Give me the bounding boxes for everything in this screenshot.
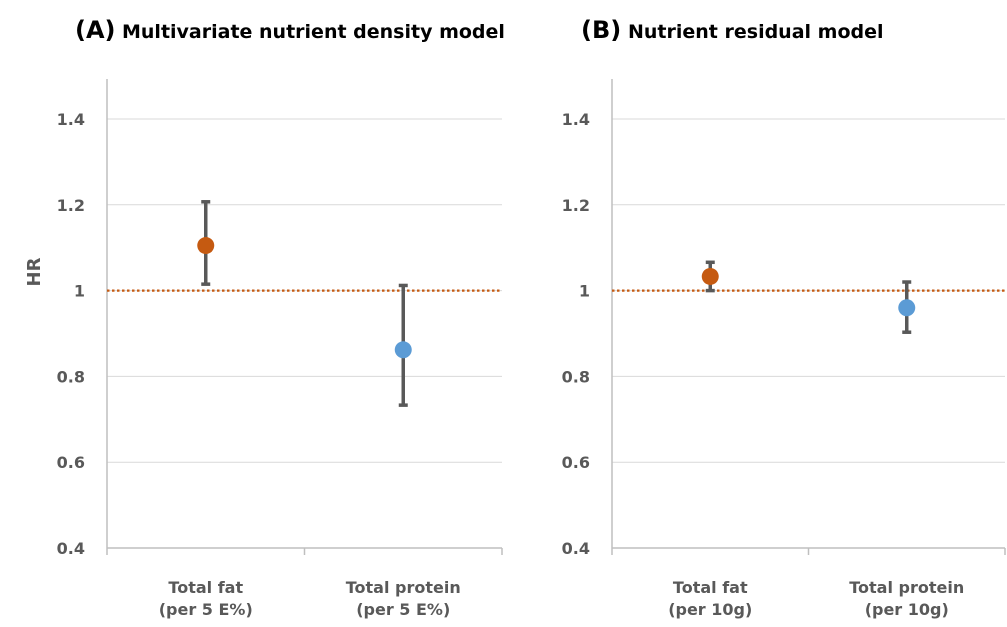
- panel-a-y-tick-label: 1.4: [57, 110, 85, 129]
- panel-a-category-label: (per 5 E%): [356, 600, 450, 619]
- panel-a-y-tick-label: 0.8: [57, 367, 85, 386]
- panel-a-y-tick-label: 1: [74, 282, 85, 301]
- panel-b-y-tick-label: 1: [579, 282, 590, 301]
- panel-a: (A) Multivariate nutrient density model …: [24, 16, 505, 619]
- panel-a-y-tick-label: 0.6: [57, 453, 85, 472]
- panel-a-category-label: Total protein: [346, 578, 461, 597]
- panel-b-y-tick-label: 1.4: [562, 110, 590, 129]
- panel-b-category-label: (per 10g): [668, 600, 752, 619]
- panel-a-category-label: Total fat: [168, 578, 243, 597]
- panel-b-y-tick-label: 1.2: [562, 196, 590, 215]
- panel-a-y-tick-label: 1.2: [57, 196, 85, 215]
- panel-a-category-label: (per 5 E%): [159, 600, 253, 619]
- panel-b-category-label: Total fat: [673, 578, 748, 597]
- panel-a-hr-point: [394, 341, 412, 359]
- panel-a-y-tick-label: 0.4: [57, 539, 85, 558]
- panel-b-y-tick-label: 0.4: [562, 539, 590, 558]
- panel-b-y-tick-label: 0.8: [562, 367, 590, 386]
- panel-b: (B) Nutrient residual model 0.4 0.6 0.8 1 1.…: [562, 16, 1006, 619]
- panel-a-y-axis-label: HR: [24, 257, 45, 286]
- panel-b-y-tick-label: 0.6: [562, 453, 590, 472]
- panel-b-plot: 0.4 0.6 0.8 1 1.2 1.4 Total fat (per 10g) Total …: [562, 79, 1006, 619]
- panel-b-hr-point: [701, 267, 719, 285]
- panel-a-plot: 0.4 0.6 0.8 1 1.2 1.4 Total fat (per 5 E%) Total…: [57, 79, 503, 619]
- panel-b-title: Nutrient residual model: [628, 21, 884, 43]
- panel-a-title: Multivariate nutrient density model: [122, 21, 505, 43]
- panel-b-letter: (B): [581, 16, 621, 44]
- panel-a-letter: (A): [75, 16, 116, 44]
- panel-a-hr-point: [197, 237, 215, 255]
- panel-b-category-label: (per 10g): [865, 600, 949, 619]
- panel-b-category-label: Total protein: [849, 578, 964, 597]
- panel-b-hr-point: [898, 299, 916, 317]
